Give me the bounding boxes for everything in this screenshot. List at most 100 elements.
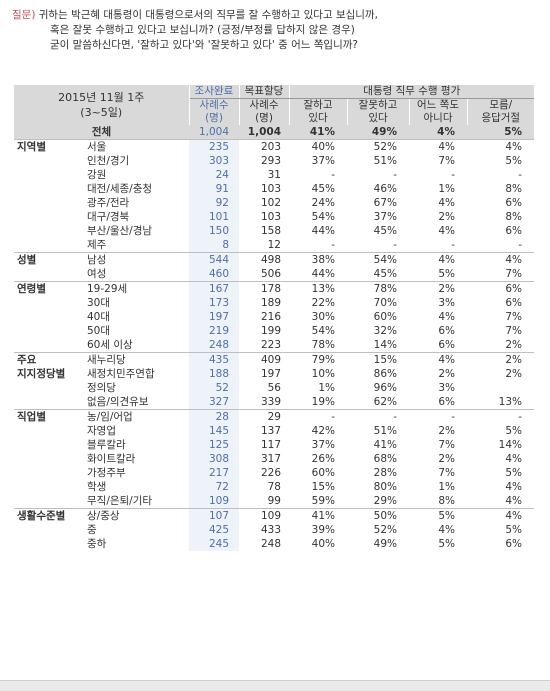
row-subgroup: 남성: [84, 252, 189, 267]
neither-pct: 4%: [438, 311, 455, 323]
dk-pct: 6%: [505, 297, 523, 309]
bad-pct: 54%: [347, 252, 409, 267]
row-category: [14, 452, 84, 466]
completed-count: 107: [189, 508, 239, 523]
good-pct: -: [331, 169, 335, 181]
completed-count: 219: [189, 324, 239, 338]
good-pct: 79%: [289, 352, 347, 367]
completed-count: 435: [189, 352, 239, 367]
table-row: 정의당 52 56 1% 96% 3%: [14, 381, 534, 395]
row-category: [14, 537, 84, 551]
row-subgroup: 인천/경기: [87, 155, 130, 167]
target-count: 223: [260, 339, 281, 351]
survey-table: 2015년 11월 1주 (3~5일) 조사완료 목표할당 대통령 직무 수행 …: [14, 85, 535, 551]
completed-count: 425: [189, 523, 239, 537]
neither-pct: 4%: [438, 197, 455, 209]
neither-pct: 5%: [409, 508, 467, 523]
target-count: 339: [260, 396, 281, 408]
table-row: 지역별 서울 235 203 40% 52% 4% 4%: [14, 139, 535, 154]
good-pct: 19%: [311, 396, 335, 408]
target-count: 178: [239, 281, 289, 296]
completed-count: 125: [189, 438, 239, 452]
row-category: 성별: [14, 252, 84, 267]
col-bad-line-1: 잘못하고: [347, 98, 410, 112]
neither-pct: -: [409, 409, 467, 424]
target-count: 317: [260, 453, 281, 465]
table-row: 성별 남성 544 498 38% 54% 4% 4%: [14, 252, 535, 267]
dk-pct: 8%: [505, 211, 523, 223]
completed-count: 544: [189, 252, 239, 267]
neither-pct: 4%: [409, 139, 467, 154]
table-row: 직업별 농/임/어업 28 29- - - -: [14, 409, 535, 424]
target-count: 158: [260, 225, 281, 237]
total-target: 1,004: [239, 125, 289, 140]
bad-pct: 45%: [373, 225, 397, 237]
completed-count: 150: [189, 224, 239, 238]
table-row: 학생 72 78 15% 80% 1% 4%: [14, 480, 534, 494]
bad-pct: 28%: [373, 467, 397, 479]
target-count: 293: [260, 155, 281, 167]
row-category: [14, 224, 84, 238]
col-dk-line-1: 모름/: [467, 98, 535, 112]
neither-pct: 4%: [438, 524, 455, 536]
dk-pct: 5%: [505, 155, 523, 167]
row-subgroup: 정의당: [87, 382, 116, 394]
good-pct: 37%: [311, 439, 335, 451]
target-count: 409: [239, 352, 289, 367]
neither-pct: 4%: [409, 252, 467, 267]
good-pct: 54%: [311, 325, 335, 337]
row-category: [14, 338, 84, 353]
neither-pct: 6%: [438, 396, 455, 408]
bad-pct: 32%: [373, 325, 397, 337]
completed-count: 173: [189, 296, 239, 310]
table-row: 60세 이상 248 223 78% 14% 6% 2%: [14, 338, 534, 353]
row-category: 주요: [14, 352, 84, 367]
good-pct: 78%: [311, 339, 335, 351]
bad-pct: 45%: [373, 268, 397, 280]
row-subgroup: 블루칼라: [87, 439, 126, 451]
good-pct: 60%: [311, 467, 335, 479]
row-subgroup: 농/임/어업: [84, 409, 189, 424]
row-category: [14, 424, 84, 438]
target-count: 31: [267, 169, 281, 181]
dk-pct: 6%: [467, 281, 535, 296]
bad-pct: 96%: [373, 382, 397, 394]
dk-pct: 14%: [498, 439, 523, 451]
question-line-1: 귀하는 박근혜 대통령이 대통령으로서의 직무를 잘 수행하고 있다고 보십니까…: [38, 9, 378, 21]
good-pct: 54%: [311, 211, 335, 223]
row-subgroup: 무직/은퇴/기타: [87, 495, 153, 507]
completed-count: 248: [189, 338, 239, 353]
period-line-2: (3~5일): [80, 106, 123, 119]
table-row: 강원 24 31 - - - -: [14, 168, 534, 182]
row-subgroup: 없음/의견유보: [87, 396, 149, 408]
row-subgroup: 30대: [87, 297, 111, 309]
good-pct: 24%: [311, 197, 335, 209]
bad-pct: -: [393, 239, 397, 251]
dk-pct: 2%: [467, 352, 535, 367]
bad-pct: 60%: [373, 311, 397, 323]
target-count: 216: [260, 311, 281, 323]
good-pct: -: [289, 409, 347, 424]
bad-pct: 52%: [373, 524, 397, 536]
bad-pct: 14%: [373, 339, 397, 351]
table-row: 화이트칼라 308 317 26% 68% 2% 4%: [14, 452, 534, 466]
table-row: 대구/경북 101 103 54% 37% 2% 8%: [14, 210, 534, 224]
period-header: 2015년 11월 1주 (3~5일): [14, 85, 190, 125]
dk-pct: 5%: [505, 467, 523, 479]
completed-count: 188: [189, 367, 239, 381]
bad-pct: 70%: [373, 297, 397, 309]
neither-pct: 4%: [438, 225, 455, 237]
row-category: [14, 494, 84, 509]
row-category: [14, 466, 84, 480]
row-category: [14, 267, 84, 282]
neither-pct: -: [451, 239, 455, 251]
question-text: 질문) 귀하는 박근혜 대통령이 대통령으로서의 직무를 잘 수행하고 있다고 …: [12, 8, 542, 53]
col-good-line-2: 있다: [289, 112, 348, 125]
bad-pct: -: [393, 169, 397, 181]
target-count: 498: [239, 252, 289, 267]
completed-count: 24: [189, 168, 239, 182]
dk-pct: 4%: [467, 508, 535, 523]
neither-pct: 2%: [409, 281, 467, 296]
question-line-2: 혹은 잘못 수행하고 있다고 보십니까? (긍정/부정률 답하지 않은 경우): [50, 24, 355, 36]
row-category: [14, 480, 84, 494]
